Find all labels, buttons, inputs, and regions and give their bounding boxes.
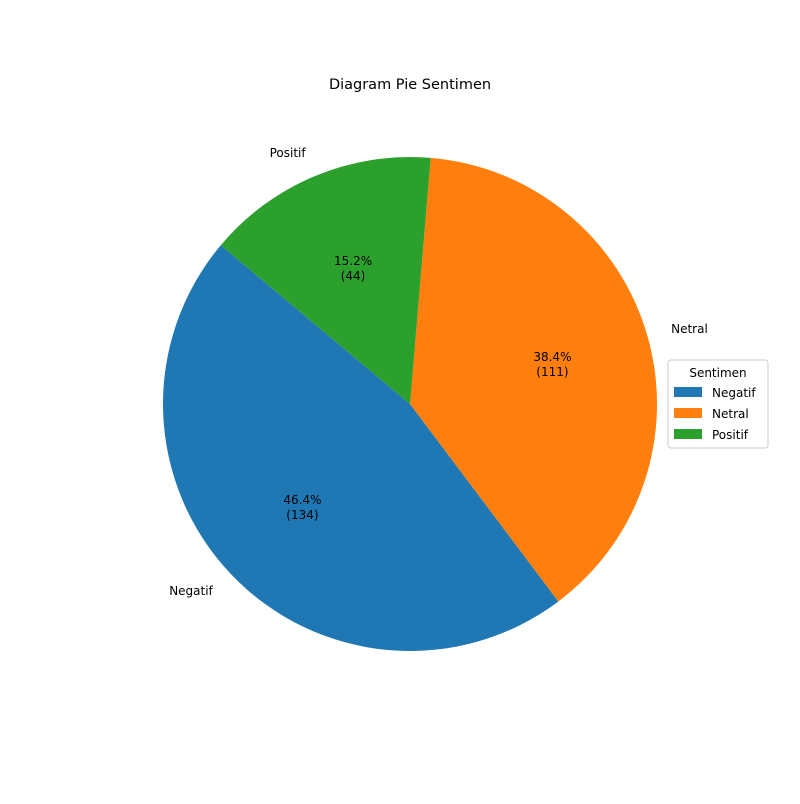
legend-swatch-negatif xyxy=(674,387,702,397)
legend-label-netral: Netral xyxy=(712,407,749,421)
slice-percent-negatif: 46.4% xyxy=(283,493,321,507)
slice-percent-positif: 15.2% xyxy=(334,254,372,268)
chart-title: Diagram Pie Sentimen xyxy=(329,77,491,93)
legend: Sentimen Negatif Netral Positif xyxy=(667,359,769,449)
legend-title: Sentimen xyxy=(689,366,746,380)
slice-count-positif: (44) xyxy=(341,269,366,283)
legend-swatch-positif xyxy=(674,429,702,439)
pie-slice-negatif xyxy=(163,245,559,651)
legend-frame xyxy=(667,359,769,449)
legend-label-negatif: Negatif xyxy=(712,386,756,400)
pie-slice-netral xyxy=(410,157,657,602)
pie-slice-positif xyxy=(220,157,431,404)
slice-percent-netral: 38.4% xyxy=(533,350,571,364)
slice-label-negatif: Negatif xyxy=(169,584,213,598)
slice-count-negatif: (134) xyxy=(286,508,318,522)
pie-labels: Negatif 46.4%(134) Netral 38.4%(111) Positif… xyxy=(169,146,708,598)
pie-slices xyxy=(163,157,657,651)
slice-label-positif: Positif xyxy=(270,146,307,160)
legend-swatch-netral xyxy=(674,408,702,418)
legend-label-positif: Positif xyxy=(712,428,749,442)
slice-label-netral: Netral xyxy=(671,322,708,336)
slice-count-netral: (111) xyxy=(536,365,568,379)
